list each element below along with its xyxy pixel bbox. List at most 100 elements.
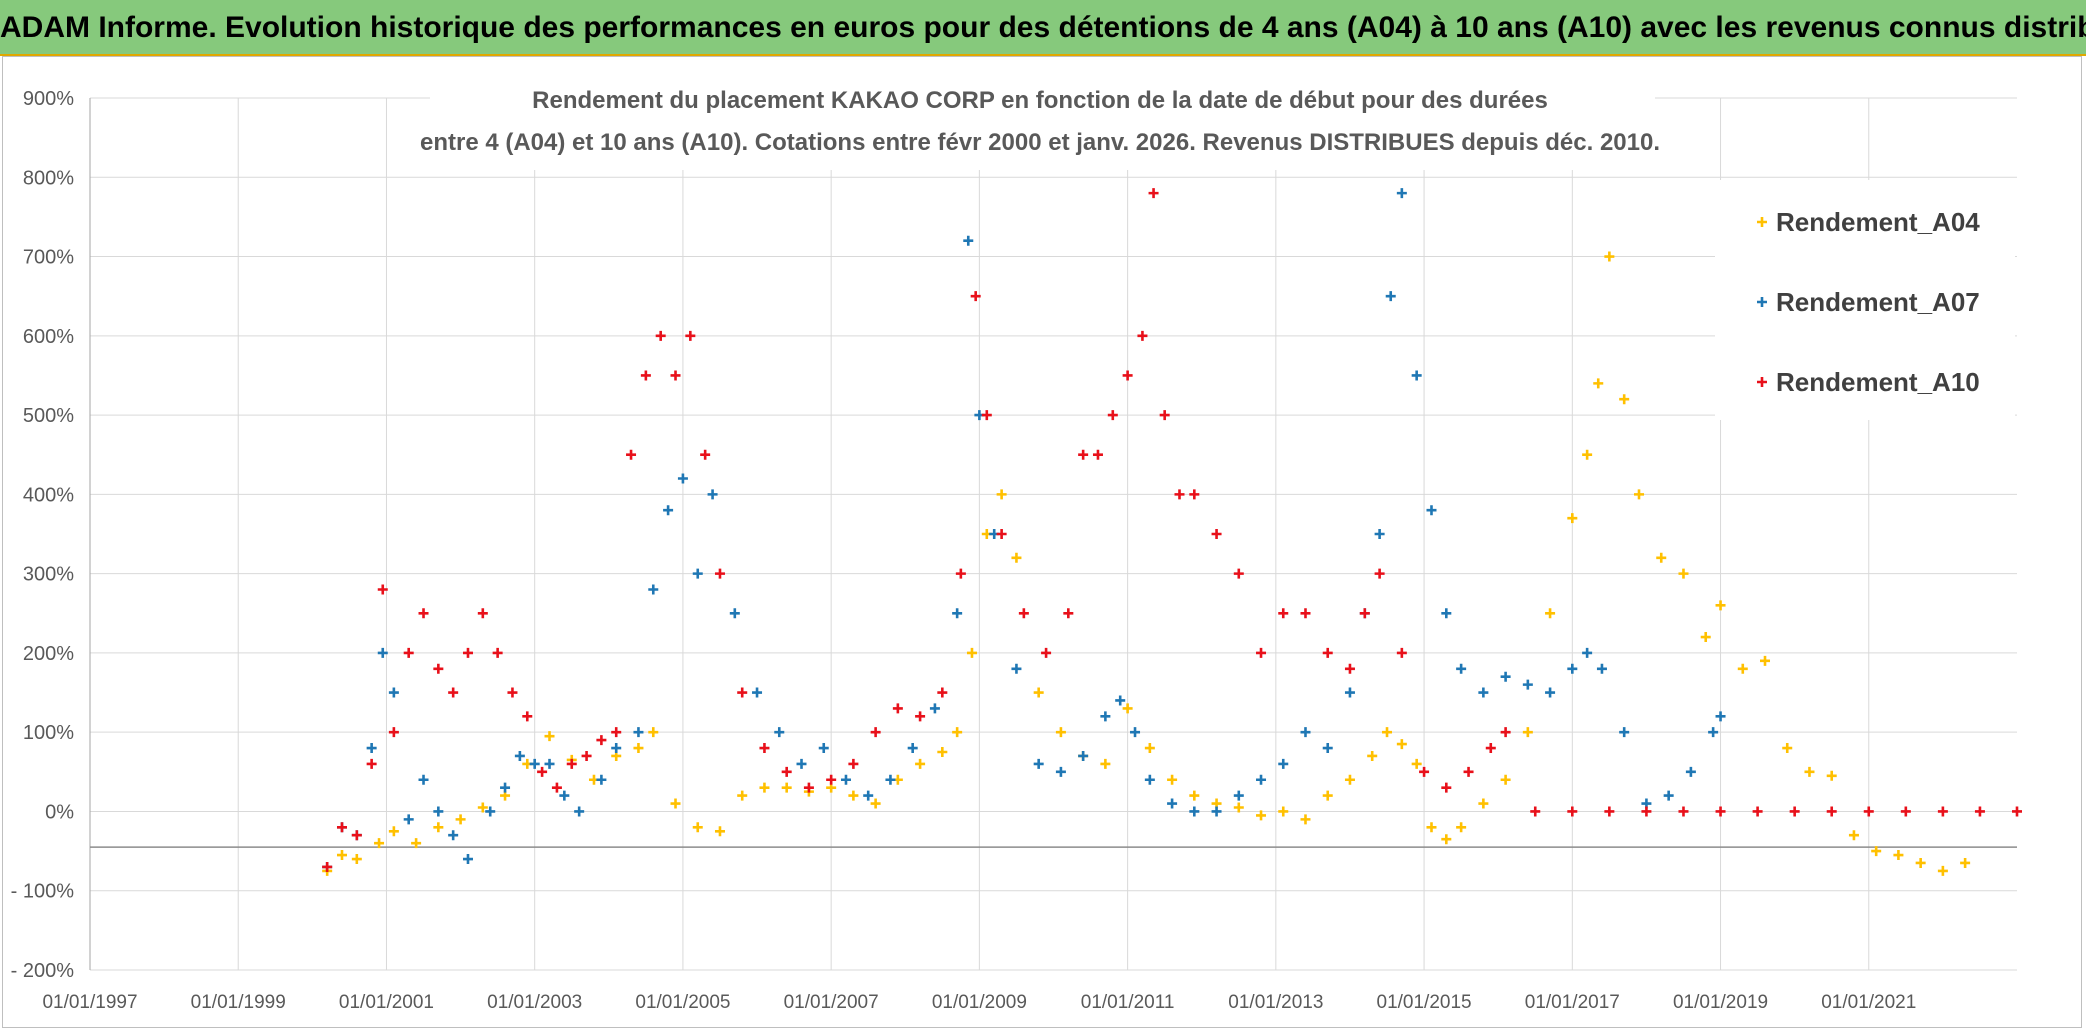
point-a07: [1256, 774, 1267, 785]
x-tick-labels: 01/01/1997 01/01/1999 01/01/2001 01/01/2003…: [42, 992, 1916, 1013]
point-a07: [1441, 608, 1452, 619]
point-a10: [1063, 608, 1074, 619]
y-tick-label: 900%: [23, 88, 74, 110]
point-a07: [1055, 766, 1066, 777]
point-a07: [377, 647, 388, 658]
point-a04: [336, 850, 347, 861]
point-a07: [729, 608, 740, 619]
legend-label-a04: Rendement_A04: [1776, 207, 1980, 237]
point-a04: [1344, 774, 1355, 785]
point-a10: [1211, 529, 1222, 539]
point-a04: [737, 790, 748, 801]
point-a04: [1582, 449, 1593, 460]
point-a07: [1582, 647, 1593, 658]
point-a10: [1233, 568, 1244, 579]
chart-title-line-1: Rendement du placement KAKAO CORP en fon…: [532, 87, 1548, 114]
point-a04: [937, 747, 948, 757]
point-a07: [1130, 727, 1141, 738]
point-a10: [537, 766, 548, 777]
point-a10: [1041, 647, 1052, 658]
point-a10: [759, 743, 770, 754]
point-a04: [1634, 489, 1645, 500]
point-a04: [966, 647, 977, 658]
point-a07: [1522, 679, 1533, 690]
point-a04: [1960, 857, 1971, 868]
point-a04: [1804, 766, 1815, 777]
point-a04: [351, 854, 362, 865]
series-rendement-a07: [322, 188, 1726, 872]
point-a04: [1278, 806, 1289, 817]
point-a04: [1144, 743, 1155, 754]
point-a07: [1426, 505, 1437, 516]
x-tick-label: 01/01/2005: [635, 992, 730, 1013]
point-a07: [1385, 291, 1396, 302]
point-a04: [1604, 251, 1615, 262]
point-a04: [1478, 798, 1489, 809]
point-a10: [870, 727, 881, 738]
point-a10: [2012, 806, 2022, 817]
legend-label-a07: Rendement_A07: [1776, 287, 1980, 317]
point-a07: [840, 774, 851, 785]
y-tick-label: 200%: [23, 643, 74, 665]
point-a04: [915, 758, 926, 769]
point-a04: [1619, 394, 1630, 405]
point-a07: [692, 568, 703, 579]
point-a10: [981, 410, 992, 421]
point-a07: [907, 743, 918, 754]
point-a07: [611, 743, 622, 754]
point-a04: [1426, 822, 1437, 833]
point-a04: [1937, 865, 1948, 876]
point-a10: [1189, 489, 1200, 500]
point-a04: [714, 826, 725, 837]
point-a10: [1500, 727, 1511, 738]
grid: [89, 97, 2017, 971]
point-a04: [848, 790, 859, 801]
point-a04: [1871, 846, 1882, 857]
point-a07: [796, 758, 807, 769]
point-a10: [1974, 806, 1985, 817]
point-a10: [403, 647, 414, 658]
point-a04: [759, 782, 770, 793]
point-a10: [1863, 806, 1874, 817]
point-a04: [374, 838, 385, 849]
point-a10: [1148, 188, 1159, 199]
point-a07: [1278, 758, 1289, 769]
point-a04: [870, 798, 881, 809]
point-a10: [566, 758, 577, 769]
point-a10: [1359, 608, 1370, 619]
point-a10: [1604, 806, 1615, 817]
point-a04: [1011, 552, 1022, 563]
point-a10: [1396, 647, 1407, 658]
point-a07: [963, 235, 974, 246]
x-tick-label: 01/01/2011: [1081, 992, 1175, 1013]
point-a07: [863, 790, 874, 801]
point-a10: [1137, 330, 1148, 341]
y-tick-label: 600%: [23, 326, 74, 348]
point-a04: [1656, 552, 1667, 563]
point-a07: [1715, 711, 1726, 722]
point-a10: [377, 584, 388, 595]
y-tick-label: 0%: [45, 801, 74, 823]
point-a04: [1737, 663, 1748, 674]
point-a10: [596, 735, 607, 746]
point-a10: [507, 687, 518, 698]
chart-title-line-2: entre 4 (A04) et 10 ans (A10). Cotations…: [420, 129, 1660, 156]
point-a04: [1826, 770, 1837, 781]
banner-title: ADAM Informe. Evolution historique des p…: [0, 11, 2086, 44]
point-a04: [1055, 727, 1066, 738]
point-a10: [892, 703, 903, 714]
y-tick-labels: - 200% - 100% 0% 100% 200% 300% 400% 500% 600% 70…: [11, 88, 75, 982]
x-tick-label: 01/01/2003: [487, 992, 582, 1013]
point-a07: [1322, 743, 1333, 754]
point-a04: [781, 782, 792, 793]
legend-marker-a04: [1757, 217, 1767, 227]
point-a07: [1685, 766, 1696, 777]
point-a10: [915, 711, 926, 722]
x-tick-label: 01/01/1999: [191, 992, 286, 1013]
point-a07: [1596, 663, 1607, 674]
point-a07: [500, 782, 511, 793]
point-a04: [1382, 727, 1393, 738]
point-a10: [581, 750, 592, 761]
point-a10: [477, 608, 488, 619]
